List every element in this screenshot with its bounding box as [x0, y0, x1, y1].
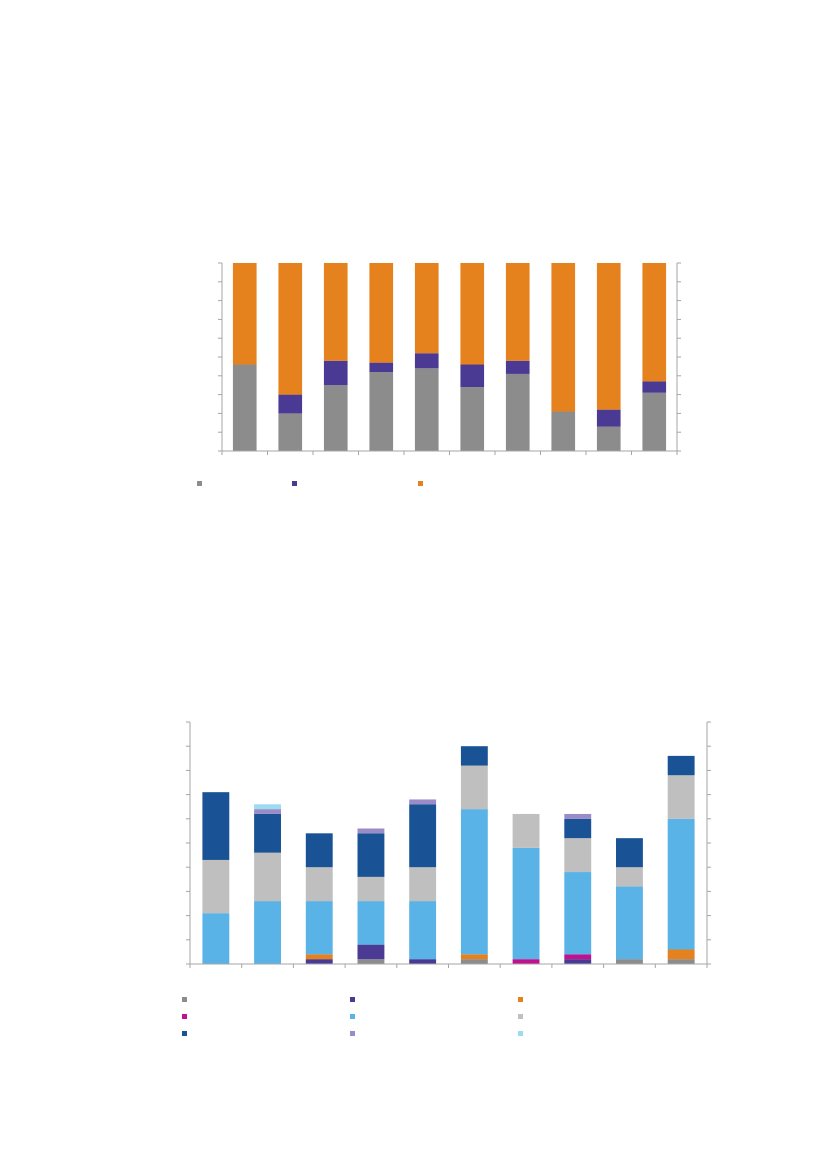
bar-segment-7-series-3	[505, 263, 530, 361]
legend-swatch-1	[182, 997, 187, 1002]
bar-segment-1-series-6	[202, 859, 230, 914]
bar-segment-2-series-2	[278, 394, 303, 414]
bar-segment-7-series-6	[512, 813, 540, 848]
bar-segment-4-series-5	[357, 901, 385, 945]
bar-segment-4-series-2	[369, 362, 394, 373]
bar-segment-3-series-2	[305, 959, 333, 964]
bar-segment-6-series-7	[460, 746, 488, 766]
legend-swatch-4	[182, 1014, 187, 1019]
legend-swatch-2	[350, 997, 355, 1002]
bar-segment-6-series-5	[460, 809, 488, 955]
bar-segment-9-series-2	[596, 409, 621, 427]
bar-segment-2-series-7	[254, 813, 281, 853]
legend-swatch-3	[518, 997, 523, 1002]
bar-segment-6-series-3	[460, 263, 485, 365]
bar-segment-7-series-1	[505, 373, 530, 451]
stacked-bar-chart	[186, 721, 711, 968]
bar-segment-2-series-9	[254, 804, 281, 810]
bar-segment-6-series-3	[460, 954, 488, 960]
bar-segment-1-series-3	[232, 263, 257, 365]
bar-segment-5-series-2	[409, 959, 437, 964]
bar-segment-8-series-8	[564, 813, 592, 819]
bar-segment-10-series-7	[667, 755, 695, 776]
bar-segment-6-series-2	[460, 364, 485, 388]
bar-segment-9-series-6	[616, 867, 643, 887]
bar-segment-5-series-1	[414, 368, 439, 451]
bar-segment-10-series-3	[642, 263, 667, 382]
bar-segment-3-series-2	[323, 360, 348, 386]
bar-segment-2-series-1	[278, 413, 303, 451]
legend-swatch-2	[292, 481, 297, 486]
bar-segment-2-series-6	[254, 852, 281, 902]
bar-segment-5-series-3	[414, 263, 439, 354]
legend-swatch-5	[350, 1014, 355, 1019]
bar-segment-8-series-6	[564, 838, 592, 873]
legend-swatch-9	[518, 1031, 523, 1036]
bar-segment-7-series-4	[512, 959, 540, 964]
bar-segment-8-series-4	[564, 954, 592, 960]
bar-segment-1-series-7	[202, 792, 230, 860]
bar-segment-8-series-7	[564, 818, 592, 839]
bar-segment-1-series-5	[202, 913, 230, 964]
legend-swatch-7	[182, 1031, 187, 1036]
bar-segment-10-series-5	[667, 818, 695, 950]
legend-swatch-1	[197, 481, 202, 486]
bar-segment-9-series-5	[616, 886, 643, 960]
bar-segment-3-series-7	[305, 833, 333, 868]
chart2-legend	[182, 997, 523, 1036]
bar-segment-5-series-6	[409, 867, 437, 902]
bar-segment-3-series-3	[305, 954, 333, 960]
stacked-percent-bar-chart	[218, 262, 681, 455]
bar-segment-9-series-1	[596, 426, 621, 451]
bar-segment-9-series-7	[616, 838, 643, 868]
bar-segment-9-series-1	[616, 959, 643, 964]
bar-segment-8-series-3	[551, 263, 576, 412]
bar-segment-10-series-6	[667, 775, 695, 819]
bar-segment-6-series-1	[460, 387, 485, 451]
bar-segment-3-series-5	[305, 901, 333, 955]
bar-segment-6-series-6	[460, 765, 488, 810]
bar-segment-7-series-2	[505, 360, 530, 374]
bar-segment-1-series-1	[232, 364, 257, 451]
bar-segment-6-series-1	[460, 959, 488, 964]
bar-segment-10-series-2	[642, 381, 667, 393]
bar-segment-5-series-2	[414, 353, 439, 369]
bar-segment-4-series-1	[357, 959, 385, 964]
bar-segment-2-series-5	[254, 901, 281, 964]
bar-segment-4-series-3	[369, 263, 394, 363]
bar-segment-4-series-8	[357, 828, 385, 834]
legend-swatch-8	[350, 1031, 355, 1036]
bar-segment-8-series-2	[564, 959, 592, 964]
bar-segment-2-series-8	[254, 809, 281, 814]
bar-segment-3-series-3	[323, 263, 348, 361]
bar-segment-2-series-3	[278, 263, 303, 395]
legend-swatch-6	[518, 1014, 523, 1019]
bar-segment-8-series-5	[564, 872, 592, 955]
bar-segment-3-series-6	[305, 867, 333, 902]
bar-segment-10-series-3	[667, 949, 695, 960]
bar-segment-10-series-1	[667, 959, 695, 964]
bar-segment-4-series-6	[357, 876, 385, 902]
bar-segment-7-series-5	[512, 847, 540, 960]
bar-segment-4-series-1	[369, 372, 394, 451]
bar-segment-9-series-3	[596, 263, 621, 410]
bar-segment-5-series-8	[409, 799, 437, 805]
bar-segment-5-series-5	[409, 901, 437, 960]
chart1-legend	[197, 481, 423, 486]
bar-segment-3-series-1	[323, 385, 348, 451]
bar-segment-4-series-2	[357, 944, 385, 960]
bar-segment-10-series-1	[642, 392, 667, 451]
legend-swatch-3	[418, 481, 423, 486]
bar-segment-5-series-7	[409, 804, 437, 868]
bar-segment-4-series-7	[357, 833, 385, 877]
bar-segment-8-series-1	[551, 411, 576, 451]
